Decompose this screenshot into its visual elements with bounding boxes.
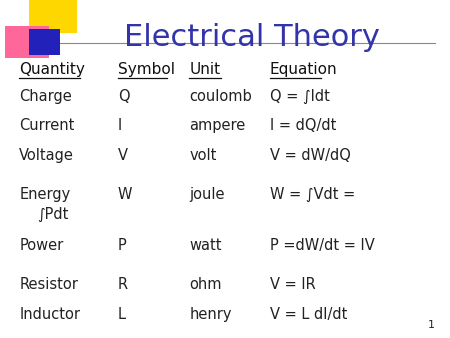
Text: W: W [117,187,132,202]
Text: W = ∫Vdt =: W = ∫Vdt = [270,187,355,202]
Text: Energy: Energy [19,187,71,202]
Bar [4,26,49,58]
Text: Equation: Equation [270,62,338,77]
Text: P: P [117,238,126,252]
Bar [29,0,77,33]
Text: Charge: Charge [19,89,72,103]
Text: Q = ∫Idt: Q = ∫Idt [270,89,329,104]
Text: Electrical Theory: Electrical Theory [124,23,380,52]
Text: V: V [117,148,128,163]
Text: Voltage: Voltage [19,148,74,163]
Text: coulomb: coulomb [189,89,252,103]
Text: watt: watt [189,238,222,252]
Text: joule: joule [189,187,225,202]
Text: Resistor: Resistor [19,277,78,292]
Text: Quantity: Quantity [19,62,85,77]
Text: L: L [117,307,126,322]
Text: volt: volt [189,148,216,163]
Text: P =dW/dt = IV: P =dW/dt = IV [270,238,374,252]
Text: henry: henry [189,307,232,322]
Text: Q: Q [117,89,129,103]
Text: R: R [117,277,128,292]
Text: V = IR: V = IR [270,277,315,292]
Text: ∫Pdt: ∫Pdt [37,207,68,222]
Text: Symbol: Symbol [117,62,175,77]
Text: I = dQ/dt: I = dQ/dt [270,118,336,133]
Text: I: I [117,118,122,133]
Text: Inductor: Inductor [19,307,80,322]
Text: Current: Current [19,118,75,133]
Text: Power: Power [19,238,63,252]
Text: Unit: Unit [189,62,220,77]
Text: 1: 1 [428,320,435,330]
Text: ohm: ohm [189,277,222,292]
Bar [29,29,59,55]
Text: ampere: ampere [189,118,245,133]
Text: V = L dI/dt: V = L dI/dt [270,307,347,322]
Text: V = dW/dQ: V = dW/dQ [270,148,351,163]
